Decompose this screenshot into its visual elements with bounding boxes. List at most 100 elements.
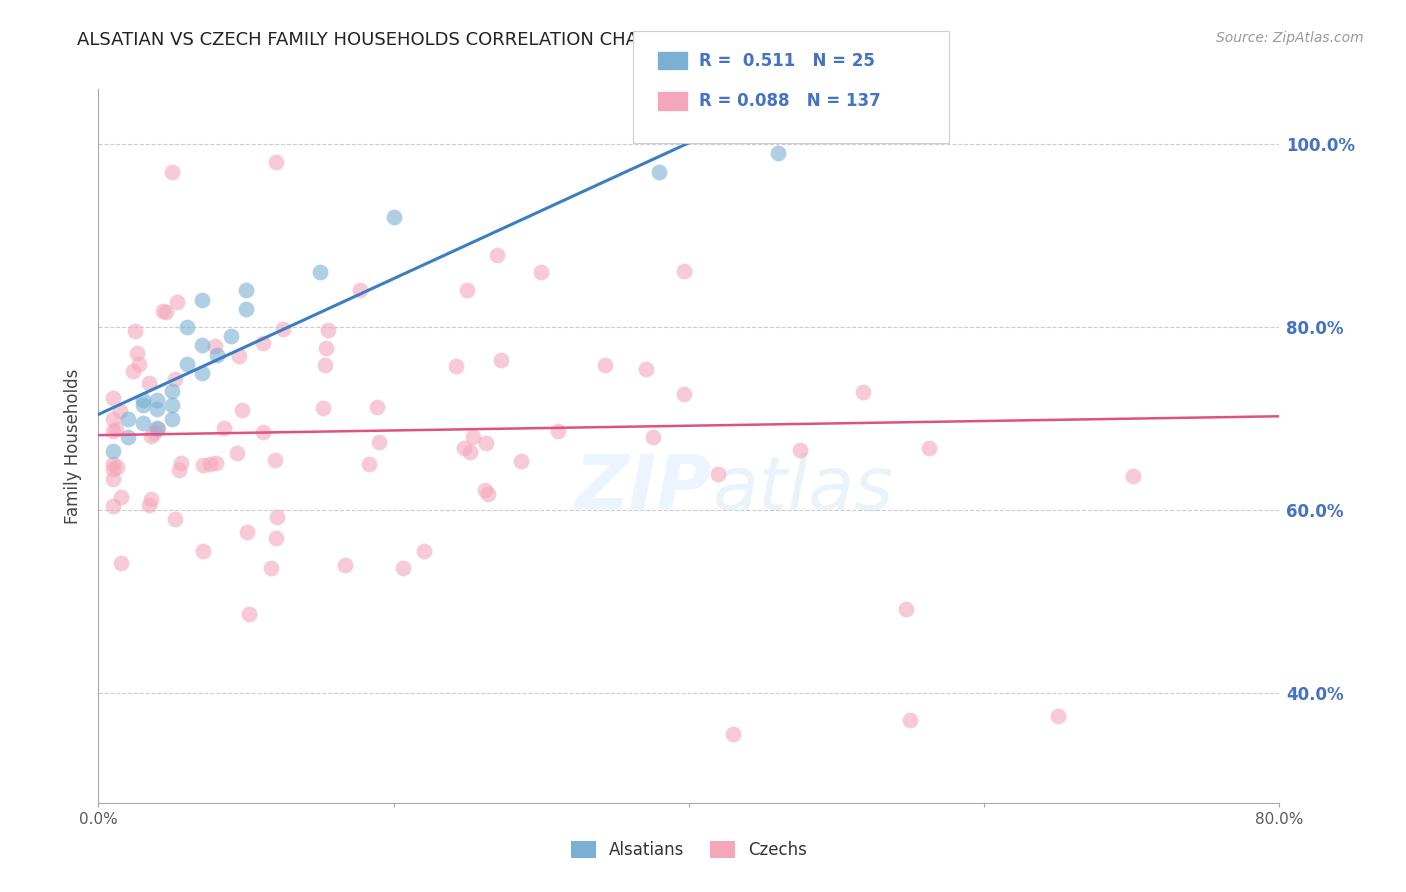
Point [110,556,132,570]
Point [1312,400,1334,414]
Point [252,335,274,350]
Point [121,364,143,378]
Text: R = 0.088   N = 137: R = 0.088 N = 137 [699,92,880,110]
Point [124,324,146,338]
Point [314,358,336,372]
Point [634,362,657,376]
Point [311,401,333,416]
Point [444,359,467,373]
Point [132,416,155,430]
Point [477,487,499,501]
Point [125,345,148,359]
Point [235,524,257,539]
Point [212,421,235,435]
Point [139,429,162,443]
Point [366,401,388,415]
Point [193,544,215,558]
Point [648,164,671,178]
Y-axis label: Family Households: Family Households [65,368,83,524]
Point [162,164,183,178]
Point [264,155,287,169]
Point [252,425,274,439]
Point [108,404,131,418]
Point [917,441,939,455]
Point [128,357,150,371]
Point [103,472,125,486]
Point [766,146,789,161]
Point [349,283,371,297]
Point [103,443,125,458]
Text: ALSATIAN VS CZECH FAMILY HOUSEHOLDS CORRELATION CHART: ALSATIAN VS CZECH FAMILY HOUSEHOLDS CORR… [77,31,661,49]
Point [1313,415,1336,429]
Point [475,435,498,450]
Point [152,304,174,318]
Point [142,425,165,440]
Point [457,284,479,298]
Point [146,402,169,417]
Point [260,561,283,575]
Point [489,352,512,367]
Point [103,412,125,426]
Point [357,457,380,471]
Point [463,430,485,444]
Point [167,463,190,477]
Point [707,467,730,481]
Point [191,338,214,352]
Point [547,425,569,439]
Point [103,462,125,476]
Point [235,284,257,298]
Point [595,358,617,372]
Point [368,435,391,450]
Point [117,430,139,444]
Point [191,366,214,380]
Point [315,341,337,355]
Point [643,430,665,444]
Point [228,349,250,363]
Point [165,372,187,386]
Point [238,607,260,621]
Point [141,491,163,506]
Point [132,398,155,412]
Point [458,445,481,459]
Point [176,320,198,334]
Point [264,453,287,467]
Point [335,558,357,573]
Point [166,295,188,310]
Point [198,457,221,471]
Point [110,490,132,504]
Point [191,293,214,307]
Text: atlas: atlas [713,453,894,524]
Point [162,398,183,412]
Point [672,387,695,401]
Point [221,329,243,343]
Point [193,458,215,473]
Point [896,602,918,616]
Point [103,424,125,438]
Point [316,323,339,337]
Point [382,211,405,225]
Point [162,384,183,398]
Point [1046,709,1070,723]
Point [271,322,294,336]
Point [672,264,695,278]
Legend: Alsatians, Czechs: Alsatians, Czechs [564,834,814,866]
Point [391,560,413,574]
Point [105,422,128,436]
Point [309,265,332,279]
Point [453,442,475,456]
Point [155,304,177,318]
Point [105,460,128,475]
Text: ZIP: ZIP [575,452,713,525]
Point [176,357,198,371]
Point [226,446,249,460]
Point [146,393,169,408]
Point [266,531,288,545]
Text: Source: ZipAtlas.com: Source: ZipAtlas.com [1216,31,1364,45]
Point [146,420,169,434]
Point [412,544,434,558]
Point [900,714,922,728]
Point [103,391,125,405]
Point [103,457,125,471]
Point [851,384,873,399]
Point [266,510,288,524]
